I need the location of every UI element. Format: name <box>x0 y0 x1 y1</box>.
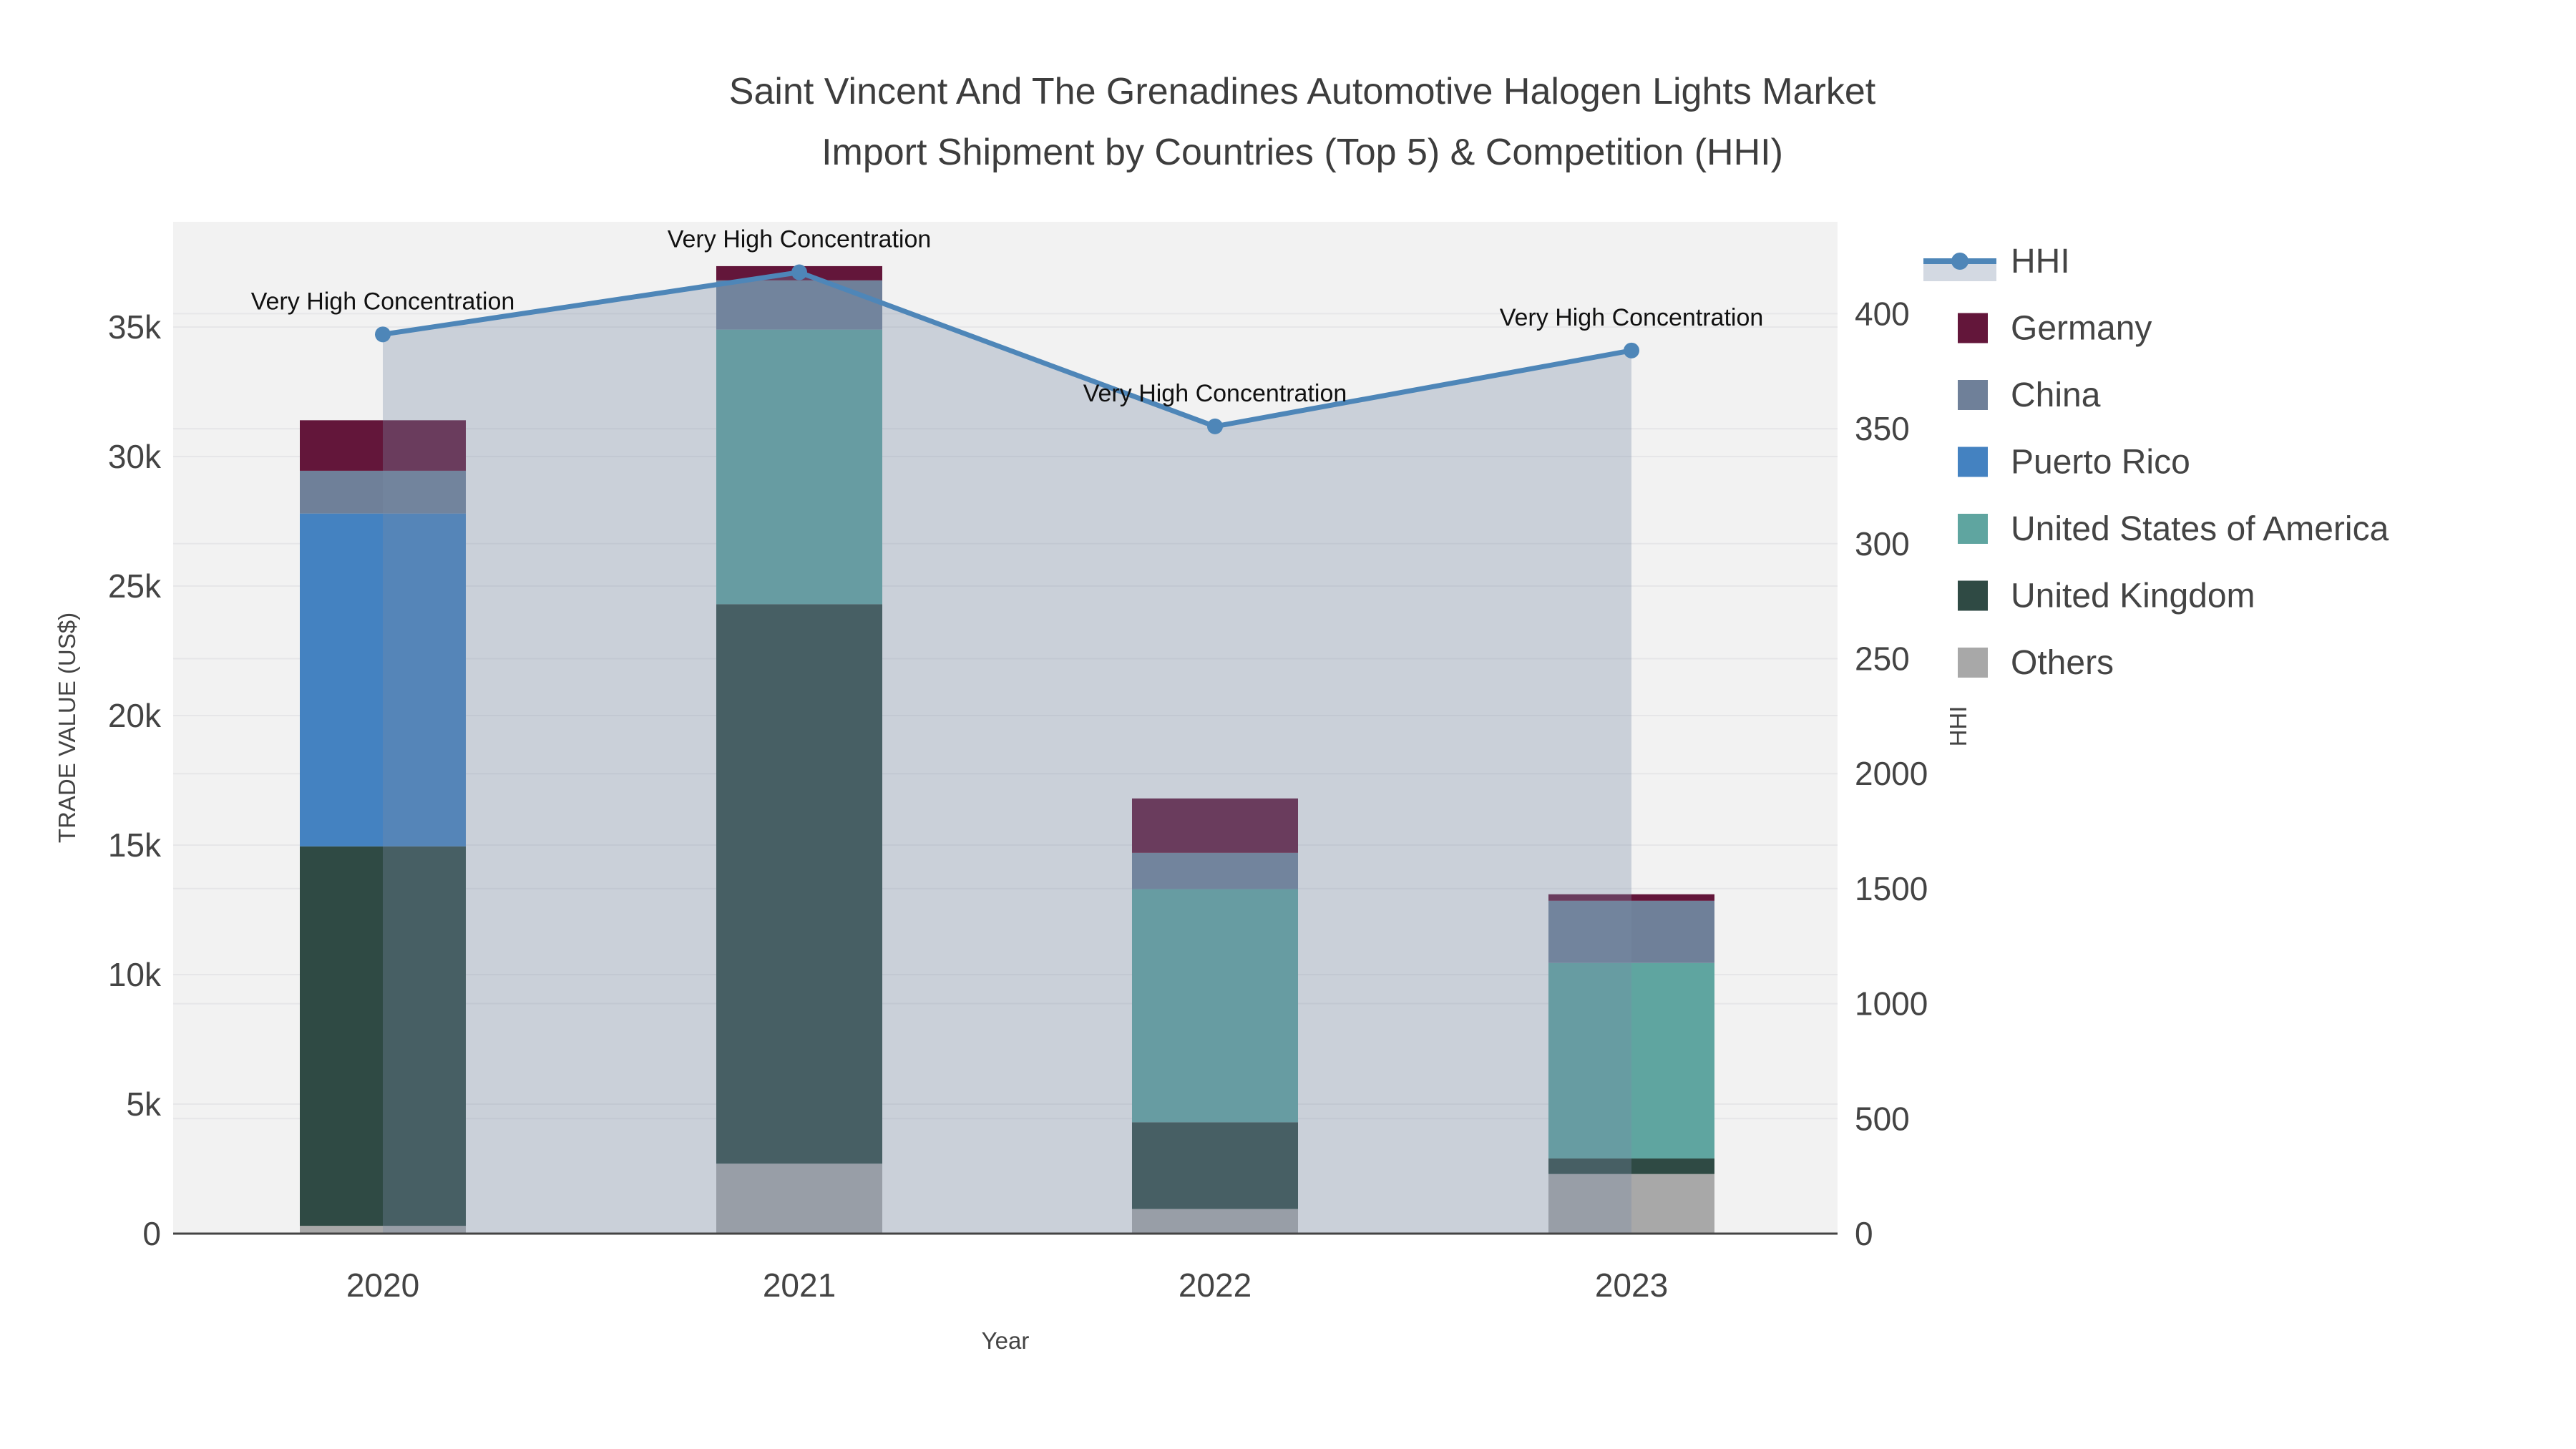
y-right-tick-1000: 1000 <box>1855 985 1928 1023</box>
y-right-tick-0: 0 <box>1855 1215 1873 1252</box>
hhi-marker-2023[interactable] <box>1624 342 1639 358</box>
bar-segment-others-2022[interactable] <box>1132 1209 1298 1234</box>
y-left-tick-15k: 15k <box>108 826 162 864</box>
hhi-line-path <box>382 270 1632 429</box>
y-axis-right-title: HHI <box>1945 706 1971 747</box>
y-right-tick-500: 500 <box>1855 1100 1910 1137</box>
y-left-tick-30k: 30k <box>108 438 162 475</box>
y-right-tick-250: 250 <box>1855 640 1910 678</box>
bar-segment-united-kingdom-2022[interactable] <box>1132 1122 1298 1209</box>
bar-segment-china-2022[interactable] <box>1132 852 1298 889</box>
legend-swatch-others <box>1958 648 1988 678</box>
x-tick-2022[interactable]: 2022 <box>1179 1267 1252 1304</box>
legend-label: Others <box>2011 644 2114 682</box>
y-right-tick-400: 400 <box>1855 295 1910 332</box>
bar-segment-others-2021[interactable] <box>716 1163 882 1234</box>
axes: 0 5k 10k 15k 20k 25k 30k 35k 400 350 300 250 2000 150… <box>108 295 1928 1304</box>
legend-swatch-germany <box>1958 313 1988 343</box>
y-right-tick-2000: 2000 <box>1855 755 1928 792</box>
bar-segment-china-2023[interactable] <box>1548 900 1714 963</box>
x-tick-2020[interactable]: 2020 <box>346 1267 419 1304</box>
legend-label: United States of America <box>2011 510 2389 548</box>
bar-segment-germany-2023[interactable] <box>1548 894 1714 901</box>
y-left-tick-20k: 20k <box>108 697 162 734</box>
annotation-2022: Very High Concentration <box>1083 380 1347 407</box>
legend-item-united-kingdom[interactable]: United Kingdom <box>1958 577 2255 615</box>
legend-item-puerto-rico[interactable]: Puerto Rico <box>1958 444 2190 482</box>
bar-segment-puerto-rico-2020[interactable] <box>300 513 466 847</box>
chart-title-line2: Import Shipment by Countries (Top 5) & C… <box>821 132 1783 173</box>
y-axis-left-title: TRADE VALUE (US$) <box>54 613 80 843</box>
annotation-2020: Very High Concentration <box>251 288 515 315</box>
stacked-bars <box>300 265 1714 1234</box>
legend-item-others[interactable]: Others <box>1958 644 2114 682</box>
legend-label: Puerto Rico <box>2011 444 2190 482</box>
hhi-marker-2022[interactable] <box>1207 418 1223 434</box>
annotation-2023: Very High Concentration <box>1500 304 1764 331</box>
hhi-annotations: Very High Concentration Very High Concent… <box>251 226 1764 407</box>
legend-item-united-states-of-america[interactable]: United States of America <box>1958 510 2389 548</box>
legend-label: United Kingdom <box>2011 577 2255 615</box>
bar-segment-germany-2020[interactable] <box>300 420 466 471</box>
legend-label: Germany <box>2011 310 2152 348</box>
bar-segment-united-states-of-america-2021[interactable] <box>716 329 882 605</box>
legend-swatch-china <box>1958 380 1988 410</box>
y-left-tick-25k: 25k <box>108 567 162 605</box>
annotation-2021: Very High Concentration <box>668 226 932 253</box>
y-right-tick-1500: 1500 <box>1855 870 1928 907</box>
hhi-area-polygon <box>383 272 1631 1234</box>
hhi-marker-2020[interactable] <box>375 326 391 343</box>
legend-swatch-puerto-rico <box>1958 447 1988 477</box>
chart-title-line1: Saint Vincent And The Grenadines Automot… <box>729 71 1876 112</box>
legend-label: HHI <box>2011 243 2070 280</box>
hhi-marker-2021[interactable] <box>791 264 807 280</box>
legend-swatch-united-kingdom <box>1958 580 1988 611</box>
bar-segment-others-2020[interactable] <box>300 1226 466 1234</box>
bar-segment-germany-2022[interactable] <box>1132 798 1298 853</box>
bar-segment-china-2020[interactable] <box>300 470 466 514</box>
legend-swatch-united-states-of-america <box>1958 514 1988 544</box>
x-axis-title: Year <box>982 1327 1030 1354</box>
legend-item-china[interactable]: China <box>1958 376 2101 414</box>
hhi-line <box>375 264 1639 434</box>
y-left-tick-5k: 5k <box>126 1085 162 1123</box>
bar-segment-others-2023[interactable] <box>1548 1174 1714 1234</box>
bar-segment-united-states-of-america-2023[interactable] <box>1548 962 1714 1159</box>
x-tick-2023[interactable]: 2023 <box>1595 1267 1668 1304</box>
legend: HHI Germany China Puerto Rico United States … <box>1923 243 2389 682</box>
y-left-tick-0: 0 <box>142 1215 161 1252</box>
bar-segment-united-kingdom-2020[interactable] <box>300 846 466 1226</box>
hhi-area-fill <box>383 272 1631 1234</box>
y-right-tick-350: 350 <box>1855 410 1910 447</box>
y-left-tick-10k: 10k <box>108 956 162 993</box>
legend-label: China <box>2011 376 2101 414</box>
y-left-tick-35k: 35k <box>108 308 162 346</box>
bar-segment-china-2021[interactable] <box>716 280 882 330</box>
hhi-legend-marker <box>1951 253 1968 270</box>
bar-segment-united-kingdom-2023[interactable] <box>1548 1158 1714 1174</box>
legend-item-germany[interactable]: Germany <box>1958 310 2152 348</box>
legend-item-hhi[interactable]: HHI <box>1923 243 2070 281</box>
bar-segment-united-states-of-america-2022[interactable] <box>1132 889 1298 1123</box>
bar-segment-united-kingdom-2021[interactable] <box>716 604 882 1164</box>
x-tick-2021[interactable]: 2021 <box>763 1267 836 1304</box>
y-right-tick-300: 300 <box>1855 525 1910 562</box>
